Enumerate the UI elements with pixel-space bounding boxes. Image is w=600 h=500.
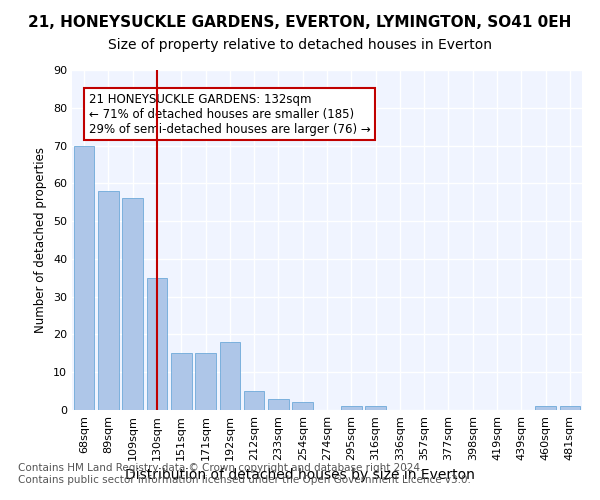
Bar [365, 406, 386, 410]
Text: Size of property relative to detached houses in Everton: Size of property relative to detached ho… [108, 38, 492, 52]
Bar [292, 402, 313, 410]
Bar [146, 278, 167, 410]
Bar [195, 354, 216, 410]
Bar [98, 191, 119, 410]
Bar [535, 406, 556, 410]
Text: 21, HONEYSUCKLE GARDENS, EVERTON, LYMINGTON, SO41 0EH: 21, HONEYSUCKLE GARDENS, EVERTON, LYMING… [28, 15, 572, 30]
Text: Contains HM Land Registry data © Crown copyright and database right 2024.
Contai: Contains HM Land Registry data © Crown c… [18, 464, 471, 485]
Bar [341, 406, 362, 410]
Bar [171, 354, 191, 410]
Text: 21 HONEYSUCKLE GARDENS: 132sqm
← 71% of detached houses are smaller (185)
29% of: 21 HONEYSUCKLE GARDENS: 132sqm ← 71% of … [89, 92, 371, 136]
Bar [220, 342, 240, 410]
Y-axis label: Number of detached properties: Number of detached properties [34, 147, 47, 333]
Bar [560, 406, 580, 410]
Bar [122, 198, 143, 410]
Bar [244, 391, 265, 410]
Bar [268, 398, 289, 410]
Text: Distribution of detached houses by size in Everton: Distribution of detached houses by size … [125, 468, 475, 481]
Bar [74, 146, 94, 410]
